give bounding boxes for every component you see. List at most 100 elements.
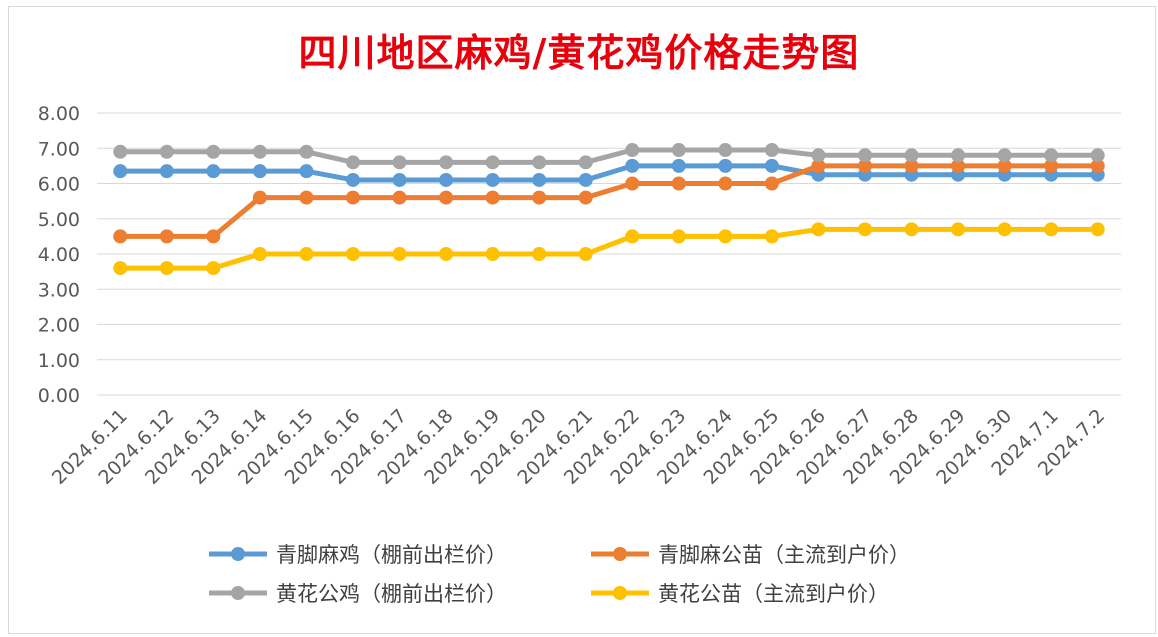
data-point (718, 158, 733, 173)
data-point (671, 158, 686, 173)
series-line (120, 163, 1098, 183)
data-point (485, 190, 500, 205)
data-point (718, 229, 733, 244)
data-point (718, 143, 733, 158)
data-point (346, 155, 360, 170)
data-point (206, 229, 221, 244)
data-point (439, 247, 454, 261)
data-point (951, 222, 966, 237)
series-line (120, 147, 1098, 165)
legend-swatch-marker (231, 586, 245, 600)
data-point (1044, 158, 1059, 173)
data-point (346, 172, 360, 187)
data-point (113, 261, 128, 276)
y-tick-label: 7.00 (38, 138, 80, 160)
data-point (671, 229, 686, 244)
chart-area (8, 6, 1156, 634)
data-point (346, 247, 360, 261)
data-point (578, 190, 593, 205)
data-point (252, 164, 267, 179)
series-2 (113, 158, 1105, 244)
data-point (764, 143, 779, 158)
legend-label: 青脚麻鸡（棚前出栏价） (276, 543, 507, 567)
series-layer (113, 143, 1105, 276)
data-point (625, 176, 640, 191)
series-line (120, 226, 1098, 271)
data-point (997, 148, 1012, 163)
data-point (299, 164, 314, 179)
data-point (858, 148, 872, 163)
data-point (485, 155, 500, 170)
y-axis: 0.00 1.00 2.00 3.00 4.00 5.00 6.00 7.00 8.00 (38, 103, 80, 407)
data-point (1090, 158, 1105, 173)
data-point (159, 261, 174, 276)
legend-entry: 青脚麻公苗（主流到户价） (591, 543, 910, 567)
data-point (1044, 148, 1059, 163)
data-point (206, 164, 221, 179)
data-point (858, 222, 872, 237)
legend: 青脚麻鸡（棚前出栏价） 青脚麻公苗（主流到户价） 黄花公鸡（棚前出栏价） 黄花公苗（主… (209, 543, 910, 606)
data-point (578, 155, 593, 170)
data-point (252, 190, 267, 205)
data-point (252, 144, 267, 159)
data-point (625, 158, 640, 173)
y-tick-label: 2.00 (38, 315, 80, 337)
legend-entry: 黄花公苗（主流到户价） (591, 582, 889, 606)
data-point (671, 143, 686, 158)
legend-label: 黄花公苗（主流到户价） (658, 582, 889, 606)
x-axis: 2024.6.112024.6.122024.6.132024.6.142024… (48, 405, 1109, 489)
legend-entry: 黄花公鸡（棚前出栏价） (209, 582, 507, 606)
data-point (671, 176, 686, 191)
data-point (625, 143, 640, 158)
series-line (120, 163, 1098, 239)
data-point (439, 190, 454, 205)
data-point (904, 222, 919, 237)
y-tick-label: 3.00 (38, 279, 80, 301)
legend-swatch-marker (613, 586, 627, 600)
data-point (252, 247, 267, 261)
data-point (764, 229, 779, 244)
data-point (532, 172, 547, 187)
data-point (578, 247, 593, 261)
data-point (485, 172, 500, 187)
data-point (392, 172, 407, 187)
legend-label: 青脚麻公苗（主流到户价） (658, 543, 910, 567)
data-point (764, 158, 779, 173)
data-point (113, 164, 128, 179)
data-point (904, 158, 919, 173)
data-point (392, 155, 407, 170)
y-tick-label: 5.00 (38, 209, 80, 231)
data-point (625, 229, 640, 244)
y-tick-label: 8.00 (38, 103, 80, 125)
data-point (159, 164, 174, 179)
data-point (439, 172, 454, 187)
data-point (299, 190, 314, 205)
data-point (811, 158, 826, 173)
data-point (578, 172, 593, 187)
data-point (392, 247, 407, 261)
data-point (858, 158, 872, 173)
y-tick-label: 6.00 (38, 174, 80, 196)
chart-title: 四川地区麻鸡/黄花鸡价格走势图 (298, 30, 860, 75)
y-tick-label: 0.00 (38, 385, 80, 407)
data-point (485, 247, 500, 261)
data-point (299, 144, 314, 159)
data-point (1090, 222, 1105, 237)
data-point (299, 247, 314, 261)
data-point (951, 148, 966, 163)
data-point (206, 144, 221, 159)
data-point (997, 158, 1012, 173)
data-point (206, 261, 221, 276)
series-3 (113, 143, 1105, 170)
data-point (113, 229, 128, 244)
data-point (1044, 222, 1059, 237)
data-point (113, 144, 128, 159)
legend-swatch-marker (613, 547, 627, 561)
series-4 (113, 222, 1105, 276)
data-point (718, 176, 733, 191)
legend-label: 黄花公鸡（棚前出栏价） (276, 582, 507, 606)
data-point (532, 155, 547, 170)
legend-swatch-marker (231, 547, 245, 561)
